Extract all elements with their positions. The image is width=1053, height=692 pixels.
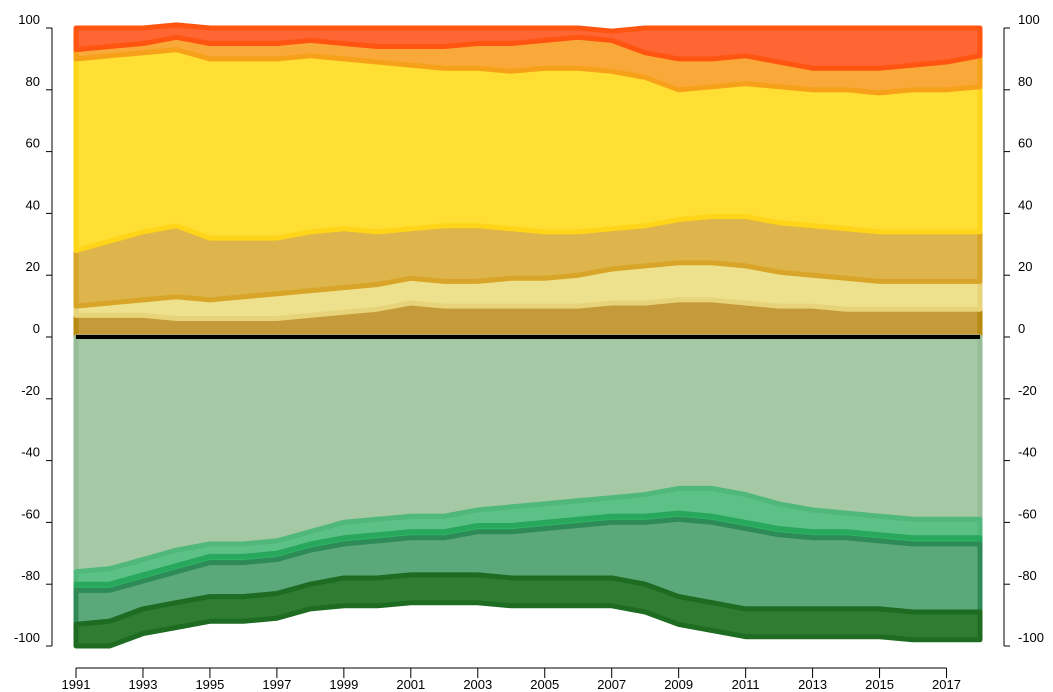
- left-tick-label--60: -60: [21, 506, 40, 521]
- right-tick-label-40: 40: [1018, 197, 1032, 212]
- x-tick-label-2003: 2003: [463, 677, 492, 692]
- left-tick-label--20: -20: [21, 383, 40, 398]
- right-tick-label--80: -80: [1018, 568, 1037, 583]
- left-tick-label-20: 20: [26, 259, 40, 274]
- x-tick-label-1991: 1991: [62, 677, 91, 692]
- right-tick-label-100: 100: [1018, 12, 1040, 27]
- right-y-axis: 100 80 60 40 20 0 -20 -40 -60 -80 -100: [1003, 12, 1044, 647]
- x-tick-label-2007: 2007: [597, 677, 626, 692]
- positive-area-6: [73, 22, 983, 71]
- x-tick-label-1999: 1999: [329, 677, 358, 692]
- left-tick-label-40: 40: [26, 197, 40, 212]
- right-tick-label-0: 0: [1018, 321, 1025, 336]
- right-tick-label-20: 20: [1018, 259, 1032, 274]
- left-tick-label--40: -40: [21, 445, 40, 460]
- left-tick-label-100: 100: [18, 12, 40, 27]
- left-tick-label-60: 60: [26, 136, 40, 151]
- x-tick-label-2011: 2011: [732, 677, 760, 692]
- right-tick-label--40: -40: [1018, 445, 1037, 460]
- x-axis: 1991 1993 1995 1997 1999 2001 2003 2005 2007 2009…: [62, 667, 961, 692]
- x-tick-label-2009: 2009: [664, 677, 693, 692]
- right-tick-label--100: -100: [1018, 630, 1044, 645]
- area-layers: [73, 22, 983, 649]
- right-tick-label-60: 60: [1018, 136, 1032, 151]
- x-tick-label-2013: 2013: [798, 677, 827, 692]
- negative-area-5: [73, 572, 983, 649]
- x-tick-label-2005: 2005: [530, 677, 559, 692]
- left-tick-label-0: 0: [33, 321, 40, 336]
- x-tick-label-1995: 1995: [195, 677, 224, 692]
- right-tick-label--60: -60: [1018, 506, 1037, 521]
- right-tick-label-80: 80: [1018, 74, 1032, 89]
- right-tick-label--20: -20: [1018, 383, 1037, 398]
- x-tick-label-2001: 2001: [396, 677, 425, 692]
- left-y-axis: 100 80 60 40 20 0 -20 -40 -60 -80 -100: [14, 12, 53, 647]
- x-tick-label-2017: 2017: [932, 677, 961, 692]
- left-tick-label--80: -80: [21, 568, 40, 583]
- x-tick-label-2015: 2015: [865, 677, 894, 692]
- left-tick-label-80: 80: [26, 74, 40, 89]
- x-tick-label-1993: 1993: [129, 677, 158, 692]
- x-tick-label-1997: 1997: [262, 677, 291, 692]
- left-tick-label--100: -100: [14, 630, 40, 645]
